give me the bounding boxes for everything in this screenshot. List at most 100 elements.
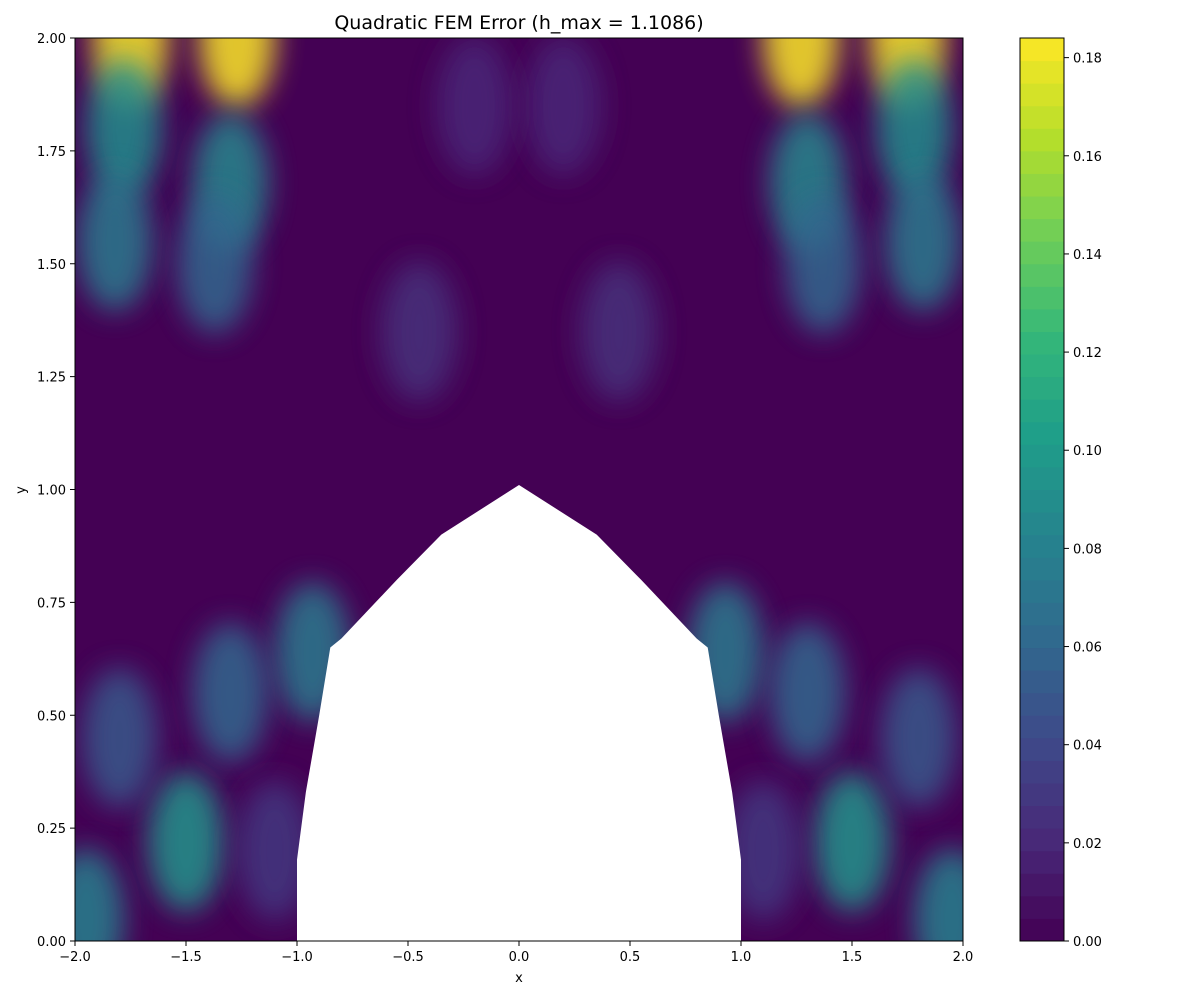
error-blob bbox=[725, 780, 802, 921]
domain-hole bbox=[297, 484, 741, 941]
error-blob bbox=[75, 848, 125, 941]
colorbar-band bbox=[1020, 647, 1064, 671]
colorbar-band bbox=[1020, 670, 1064, 694]
colorbar-band bbox=[1020, 105, 1064, 129]
colorbar-band bbox=[1020, 828, 1064, 852]
colorbar-band bbox=[1020, 196, 1064, 220]
error-blob bbox=[525, 38, 602, 176]
error-blob bbox=[76, 171, 153, 312]
x-tick-label: −2.0 bbox=[59, 950, 91, 965]
colorbar-tick-label: 0.14 bbox=[1073, 248, 1102, 263]
colorbar-band bbox=[1020, 286, 1064, 310]
colorbar-band bbox=[1020, 83, 1064, 107]
x-tick-label: 1.5 bbox=[842, 950, 863, 965]
plot-area bbox=[74, 37, 964, 942]
x-tick-label: 0.5 bbox=[620, 950, 641, 965]
y-tick-label: 0.25 bbox=[37, 822, 66, 837]
colorbar-band bbox=[1020, 354, 1064, 378]
error-blob bbox=[381, 261, 458, 402]
error-blob bbox=[81, 667, 158, 808]
colorbar-band bbox=[1020, 489, 1064, 513]
error-blob bbox=[580, 261, 657, 402]
error-blob bbox=[762, 38, 839, 108]
y-tick-label: 2.00 bbox=[37, 32, 66, 47]
y-tick-label: 0.50 bbox=[37, 709, 66, 724]
error-blob bbox=[885, 171, 962, 312]
error-blob bbox=[236, 780, 313, 921]
x-axis-label: x bbox=[515, 971, 523, 986]
colorbar-tick-label: 0.18 bbox=[1073, 52, 1102, 67]
x-tick-label: 0.0 bbox=[509, 950, 530, 965]
error-blob bbox=[199, 38, 276, 108]
error-blob bbox=[913, 848, 963, 941]
x-tick-label: 2.0 bbox=[953, 950, 974, 965]
colorbar-band bbox=[1020, 173, 1064, 197]
colorbar-band bbox=[1020, 399, 1064, 423]
y-axis-label: y bbox=[14, 486, 29, 494]
colorbar-band bbox=[1020, 512, 1064, 536]
y-tick-label: 0.00 bbox=[37, 935, 66, 950]
colorbar-band bbox=[1020, 805, 1064, 829]
colorbar-tick-label: 0.00 bbox=[1073, 935, 1102, 950]
colorbar-band bbox=[1020, 376, 1064, 400]
colorbar-band bbox=[1020, 579, 1064, 603]
colorbar-band bbox=[1020, 895, 1064, 919]
colorbar-band bbox=[1020, 782, 1064, 807]
error-blob bbox=[176, 193, 253, 334]
colorbar-band bbox=[1020, 760, 1064, 784]
error-blob bbox=[85, 58, 162, 199]
colorbar-band bbox=[1020, 218, 1064, 242]
colorbar-band bbox=[1020, 150, 1064, 174]
y-tick-label: 1.25 bbox=[37, 371, 66, 386]
colorbar-band bbox=[1020, 715, 1064, 739]
error-blob bbox=[814, 771, 890, 912]
y-tick-label: 1.50 bbox=[37, 258, 66, 273]
colorbar-band bbox=[1020, 850, 1064, 874]
error-blob bbox=[880, 667, 957, 808]
error-blob bbox=[785, 193, 862, 334]
error-blob bbox=[769, 622, 846, 763]
chart-title: Quadratic FEM Error (h_max = 1.1086) bbox=[334, 12, 703, 34]
x-tick-label: 1.0 bbox=[731, 950, 752, 965]
colorbar-band bbox=[1020, 331, 1064, 355]
error-field bbox=[75, 38, 963, 941]
error-blob bbox=[876, 58, 953, 199]
colorbar-band bbox=[1020, 624, 1064, 649]
colorbar-tick-label: 0.16 bbox=[1073, 150, 1102, 165]
colorbar-band bbox=[1020, 60, 1064, 84]
colorbar-band bbox=[1020, 128, 1064, 152]
colorbar-band bbox=[1020, 466, 1064, 490]
colorbar-tick-label: 0.10 bbox=[1073, 444, 1102, 459]
colorbar-band bbox=[1020, 918, 1064, 942]
colorbar-band bbox=[1020, 263, 1064, 287]
colorbar-ticks: 0.00 0.02 0.04 0.06 0.08 0.10 0.12 0.14 0.16 0.18 bbox=[1064, 52, 1102, 950]
colorbar-band bbox=[1020, 602, 1064, 626]
y-tick-label: 1.75 bbox=[37, 145, 66, 160]
error-blob bbox=[436, 38, 513, 176]
y-axis: 0.00 0.25 0.50 0.75 1.00 1.25 1.50 1.75 2.00 bbox=[37, 32, 75, 950]
colorbar-tick-label: 0.02 bbox=[1073, 837, 1102, 852]
colorbar-band bbox=[1020, 38, 1064, 62]
colorbar-tick-label: 0.08 bbox=[1073, 542, 1102, 557]
colorbar-band bbox=[1020, 421, 1064, 445]
x-tick-label: −1.0 bbox=[281, 950, 313, 965]
colorbar: 0.00 0.02 0.04 0.06 0.08 0.10 0.12 0.14 0.16 0.18 bbox=[1019, 37, 1102, 950]
colorbar-band bbox=[1020, 557, 1064, 581]
colorbar-band bbox=[1020, 534, 1064, 558]
x-tick-label: −0.5 bbox=[392, 950, 424, 965]
colorbar-tick-label: 0.04 bbox=[1073, 739, 1102, 754]
colorbar-band bbox=[1020, 444, 1064, 468]
error-blob bbox=[148, 771, 224, 912]
colorbar-band bbox=[1020, 873, 1064, 897]
colorbar-bands bbox=[1020, 38, 1064, 942]
colorbar-band bbox=[1020, 308, 1064, 332]
y-tick-label: 0.75 bbox=[37, 596, 66, 611]
colorbar-tick-label: 0.06 bbox=[1073, 641, 1102, 656]
colorbar-frame bbox=[1019, 37, 1065, 942]
y-tick-label: 1.00 bbox=[37, 484, 66, 499]
x-tick-label: −1.5 bbox=[170, 950, 202, 965]
colorbar-band bbox=[1020, 737, 1064, 761]
colorbar-band bbox=[1020, 692, 1064, 716]
colorbar-band bbox=[1020, 241, 1064, 265]
